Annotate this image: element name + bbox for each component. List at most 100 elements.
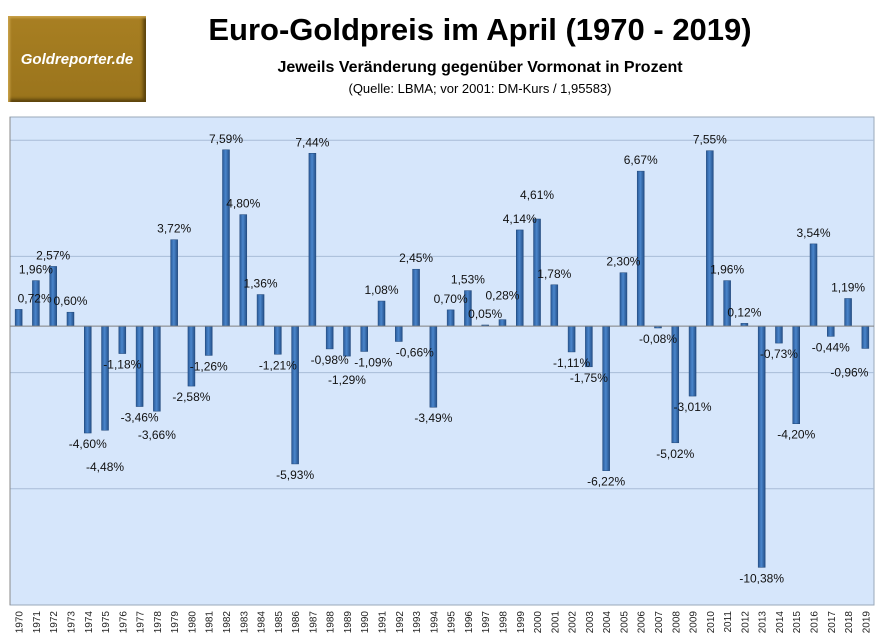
data-label: -0,96% xyxy=(830,365,868,379)
x-tick-label: 1998 xyxy=(498,611,509,634)
x-tick-label: 1990 xyxy=(360,611,371,634)
x-tick-label: 2004 xyxy=(602,611,613,634)
bar-1992 xyxy=(395,325,403,342)
bar-2015 xyxy=(792,325,800,424)
logo-text: Goldreporter.de xyxy=(20,50,134,68)
x-tick-label: 2013 xyxy=(758,611,769,634)
data-label: -4,48% xyxy=(86,460,124,474)
data-label: -10,38% xyxy=(739,571,784,585)
data-label: 4,61% xyxy=(520,188,554,202)
x-tick-label: 1993 xyxy=(412,611,423,634)
bar-1990 xyxy=(360,325,368,352)
data-label: -3,01% xyxy=(674,400,712,414)
bar-1999 xyxy=(516,229,524,327)
x-tick-label: 1991 xyxy=(378,611,389,634)
data-label: -2,58% xyxy=(172,390,210,404)
bar-2009 xyxy=(688,325,697,397)
data-label: 1,36% xyxy=(244,277,278,291)
data-label: 3,72% xyxy=(157,222,191,236)
x-tick-label: 1974 xyxy=(84,611,95,634)
bar-1976 xyxy=(118,325,127,354)
data-label: 2,45% xyxy=(399,251,433,265)
data-label: -1,18% xyxy=(103,358,141,372)
x-tick-label: 2009 xyxy=(689,611,700,634)
data-label: 3,54% xyxy=(797,226,831,240)
x-tick-label: 1989 xyxy=(343,611,354,634)
x-tick-label: 2017 xyxy=(827,611,838,634)
data-label: -3,49% xyxy=(414,411,452,425)
data-label: -0,08% xyxy=(639,332,677,346)
data-label: -5,02% xyxy=(656,447,694,461)
data-label: -0,44% xyxy=(812,340,850,354)
chart-subtitle: Jeweils Veränderung gegenüber Vormonat i… xyxy=(277,59,683,76)
data-label: -1,11% xyxy=(553,356,590,370)
bar-1979 xyxy=(170,239,178,327)
bar-2018 xyxy=(844,298,852,327)
data-label: 0,28% xyxy=(485,289,519,303)
bar-1994 xyxy=(429,325,438,408)
bar-1978 xyxy=(153,325,161,412)
data-label: 0,70% xyxy=(434,292,468,306)
chart-source: (Quelle: LBMA; vor 2001: DM-Kurs / 1,955… xyxy=(348,81,612,96)
x-tick-label: 1979 xyxy=(170,611,181,634)
x-tick-label: 1980 xyxy=(187,611,198,634)
x-tick-label: 2000 xyxy=(533,611,544,634)
data-label: 7,59% xyxy=(209,132,243,146)
x-tick-label: 1977 xyxy=(136,611,147,634)
x-tick-label: 1988 xyxy=(326,611,337,634)
bar-1974 xyxy=(84,325,92,434)
x-tick-label: 2007 xyxy=(654,611,665,634)
bar-2019 xyxy=(861,325,870,349)
data-label: 0,72% xyxy=(18,291,52,305)
data-label: -3,46% xyxy=(121,411,159,425)
x-tick-label: 1983 xyxy=(239,611,250,634)
x-tick-label: 2015 xyxy=(792,611,803,634)
x-tick-label: 2010 xyxy=(706,611,717,634)
data-label: 7,44% xyxy=(295,135,329,149)
x-tick-label: 2005 xyxy=(619,611,630,634)
bar-1980 xyxy=(187,325,196,387)
bar-1973 xyxy=(66,311,75,327)
bar-1981 xyxy=(204,325,213,356)
data-label: 7,55% xyxy=(693,133,727,147)
data-label: 0,60% xyxy=(53,294,87,308)
data-label: -4,20% xyxy=(777,428,815,442)
data-label: -3,66% xyxy=(138,428,176,442)
x-tick-label: 1976 xyxy=(118,611,129,634)
bar-1995 xyxy=(446,309,455,327)
bar-2005 xyxy=(619,272,628,327)
bar-1985 xyxy=(274,325,282,355)
data-label: 6,67% xyxy=(624,153,658,167)
x-tick-label: 2006 xyxy=(637,611,648,634)
x-tick-label: 1987 xyxy=(308,611,319,634)
bar-1970 xyxy=(14,309,23,327)
x-tick-label: 1992 xyxy=(395,611,406,634)
bar-1987 xyxy=(308,153,317,327)
x-tick-label: 1972 xyxy=(49,611,60,634)
bar-1982 xyxy=(222,149,230,327)
data-label: -0,73% xyxy=(760,347,798,361)
x-tick-label: 2011 xyxy=(723,611,734,633)
data-label: 1,19% xyxy=(831,280,865,294)
goldreporter-logo: Goldreporter.de xyxy=(8,16,146,102)
data-label: 2,57% xyxy=(36,248,70,262)
data-label: -0,98% xyxy=(311,353,349,367)
bar-2001 xyxy=(550,284,559,327)
data-label: 1,96% xyxy=(19,263,53,277)
x-tick-label: 2002 xyxy=(568,611,579,634)
x-tick-label: 2016 xyxy=(810,611,821,634)
data-label: -1,75% xyxy=(570,371,608,385)
bar-1984 xyxy=(256,294,265,327)
x-tick-label: 1996 xyxy=(464,611,475,634)
data-label: 1,78% xyxy=(537,267,571,281)
data-label: 0,05% xyxy=(468,307,502,321)
data-label: -1,29% xyxy=(328,373,366,387)
x-tick-label: 1981 xyxy=(205,611,216,634)
bar-2002 xyxy=(567,325,576,353)
data-label: -0,66% xyxy=(396,345,434,359)
x-tick-label: 2019 xyxy=(861,611,872,634)
bar-1989 xyxy=(343,325,351,357)
data-label: 1,08% xyxy=(365,283,399,297)
data-label: 4,80% xyxy=(226,197,260,211)
